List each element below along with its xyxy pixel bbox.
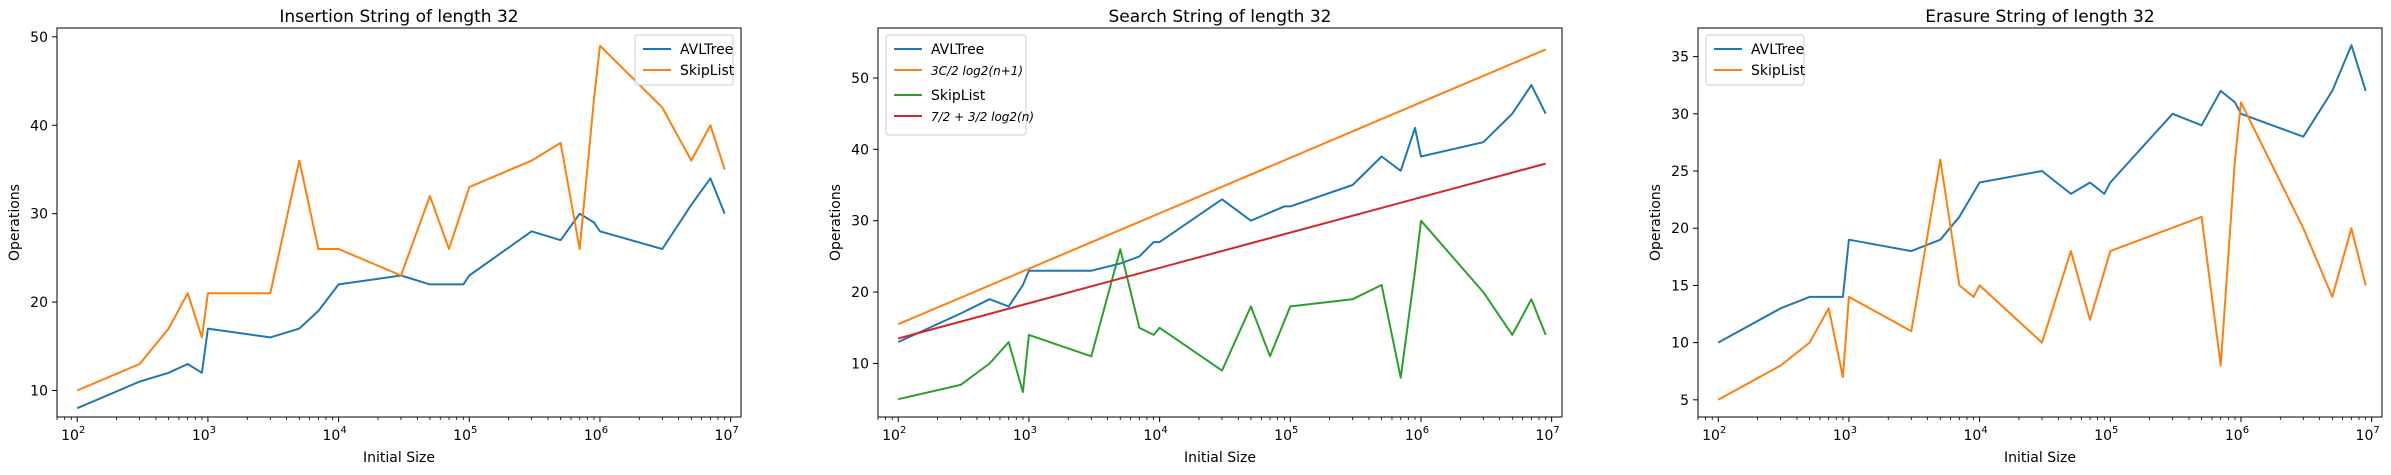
legend-label: AVLTree — [680, 42, 733, 58]
x-tick-label: 103 — [1013, 425, 1037, 444]
x-tick-label: 106 — [2225, 425, 2249, 444]
plot-frame — [1697, 27, 2383, 418]
legend: AVLTree 3C/2 log2(n+1) SkipList 7/2 + 3/2 l… — [885, 34, 1034, 136]
y-tick-label: 40 — [30, 118, 48, 134]
x-tick-label: 107 — [2356, 425, 2380, 444]
legend-label: 3C/2 log2(n+1) — [931, 64, 1023, 78]
legend-box — [1705, 34, 1805, 86]
legend: AVLTree SkipList — [1705, 34, 1806, 86]
legend-label: AVLTree — [931, 42, 984, 58]
legend-label: SkipList — [680, 63, 735, 79]
x-axis-label: Initial Size — [2004, 450, 2076, 466]
x-tick-label: 104 — [1964, 425, 1988, 444]
chart-title: Erasure String of length 32 — [1925, 7, 2154, 27]
legend-label: SkipList — [1751, 63, 1806, 79]
chart-title: Insertion String of length 32 — [279, 7, 518, 27]
series-line-1 — [1717, 101, 2367, 401]
x-axis-label: Initial Size — [1184, 450, 1256, 466]
legend-label: 7/2 + 3/2 log2(n) — [931, 110, 1034, 124]
x-tick-label: 105 — [2094, 425, 2118, 444]
x-tick-label: 107 — [715, 425, 739, 444]
series-line-0 — [897, 84, 1547, 344]
x-tick-label: 105 — [1274, 425, 1298, 444]
y-tick-label: 50 — [30, 30, 48, 46]
y-tick-label: 30 — [1671, 107, 1689, 123]
y-tick-label: 5 — [1680, 393, 1689, 409]
x-tick-label: 102 — [61, 425, 85, 444]
y-axis-label: Operations — [828, 184, 844, 261]
y-tick-label: 10 — [1671, 336, 1689, 352]
x-tick-label: 106 — [1405, 425, 1429, 444]
legend: AVLTree SkipList — [634, 34, 735, 86]
y-tick-label: 25 — [1671, 164, 1689, 180]
y-tick-label: 40 — [851, 142, 869, 158]
x-tick-label: 104 — [1144, 425, 1168, 444]
series-line-0 — [76, 177, 726, 410]
legend-box — [634, 34, 734, 86]
x-tick-label: 107 — [1536, 425, 1560, 444]
y-tick-label: 20 — [30, 295, 48, 311]
x-tick-label: 106 — [584, 425, 608, 444]
y-axis-label: Operations — [7, 184, 23, 261]
plot-frame — [56, 27, 742, 418]
y-tick-label: 15 — [1671, 278, 1689, 294]
series-line-1 — [897, 48, 1547, 326]
series-line-2 — [897, 219, 1547, 401]
x-axis-label: Initial Size — [363, 450, 435, 466]
x-tick-label: 103 — [192, 425, 216, 444]
y-tick-label: 30 — [851, 214, 869, 230]
x-tick-label: 103 — [1833, 425, 1857, 444]
chart-title: Search String of length 32 — [1109, 7, 1332, 27]
y-tick-label: 10 — [851, 356, 869, 372]
plot-frame — [877, 27, 1563, 418]
x-tick-label: 102 — [1702, 425, 1726, 444]
x-tick-label: 102 — [882, 425, 906, 444]
y-tick-label: 20 — [1671, 221, 1689, 237]
x-tick-label: 104 — [323, 425, 347, 444]
legend-label: SkipList — [931, 88, 986, 104]
series-line-3 — [897, 162, 1546, 340]
chart-1: Search String of length 32 102 103 104 105 10… — [828, 7, 1563, 466]
chart-0: Insertion String of length 32 102 103 104 10… — [7, 7, 742, 466]
y-axis-label: Operations — [1648, 184, 1664, 261]
series-line-0 — [1717, 44, 2367, 344]
y-tick-label: 30 — [30, 207, 48, 223]
y-tick-label: 50 — [851, 71, 869, 87]
legend-box — [885, 34, 1027, 136]
legend-label: AVLTree — [1751, 42, 1804, 58]
y-tick-label: 35 — [1671, 50, 1689, 66]
y-tick-label: 10 — [30, 383, 48, 399]
x-tick-label: 105 — [453, 425, 477, 444]
y-tick-label: 20 — [851, 285, 869, 301]
series-line-1 — [76, 44, 726, 392]
